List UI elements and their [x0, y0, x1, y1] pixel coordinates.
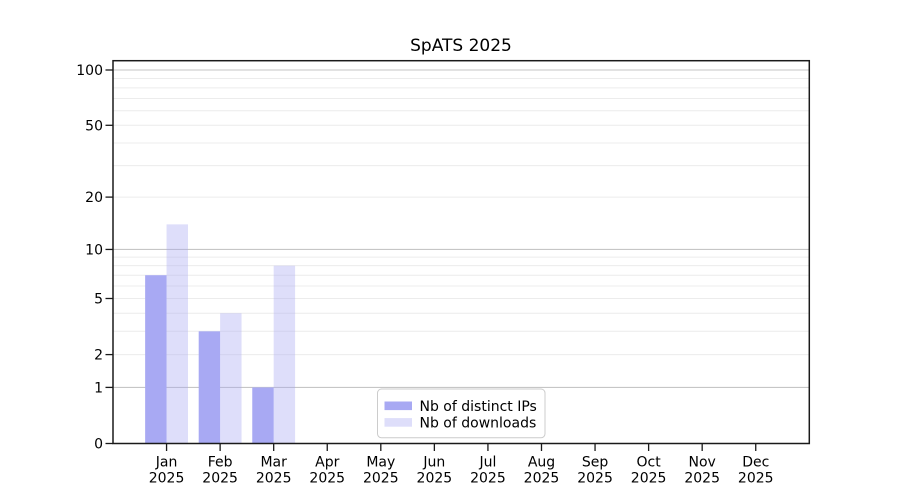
x-tick-label-month: Nov	[689, 455, 716, 471]
x-tick-label-month: Sep	[582, 455, 609, 471]
x-tick-label-year: 2025	[202, 471, 238, 487]
gridlines	[113, 69, 810, 388]
bar-mar-distinct-ips	[252, 387, 274, 444]
legend-box	[377, 388, 546, 439]
x-tick-label-year: 2025	[256, 471, 292, 487]
bar-feb-distinct-ips	[198, 331, 221, 444]
x-tick-label-year: 2025	[309, 471, 345, 487]
legend-swatch-downloads	[384, 418, 412, 427]
y-tick-label: 5	[94, 291, 103, 307]
legend-label-distinct-ips: Nb of distinct IPs	[420, 399, 537, 415]
y-tick-label: 50	[85, 118, 103, 134]
x-tick-label-month: Jun	[422, 455, 445, 471]
x-tick-label-year: 2025	[524, 471, 560, 487]
legend-label-downloads: Nb of downloads	[420, 415, 537, 431]
x-tick-label-month: Jan	[155, 455, 178, 471]
bar-jan-downloads	[166, 224, 188, 444]
bar-mar-downloads	[273, 265, 296, 444]
y-tick-label: 10	[85, 242, 103, 258]
chart-title: SpATS 2025	[410, 36, 512, 56]
x-tick-label-year: 2025	[149, 471, 185, 487]
x-tick-label-year: 2025	[684, 471, 720, 487]
x-tick-label-month: Jul	[478, 455, 496, 471]
x-tick-label-month: May	[366, 455, 395, 471]
x-tick-label-month: Mar	[260, 455, 287, 471]
x-tick-label-month: Oct	[637, 455, 662, 471]
x-tick-label-year: 2025	[470, 471, 506, 487]
axis-ticks-and-labels: 0125102050100Jan2025Feb2025Mar2025Apr202…	[76, 63, 773, 487]
x-tick-label-year: 2025	[417, 471, 453, 487]
bars	[145, 224, 296, 444]
x-tick-label-year: 2025	[577, 471, 613, 487]
legend-swatch-distinct-ips	[384, 401, 412, 411]
x-tick-label-year: 2025	[738, 471, 774, 487]
x-tick-label-year: 2025	[363, 471, 399, 487]
y-tick-label: 1	[94, 380, 103, 396]
bar-feb-downloads	[220, 313, 242, 444]
x-tick-label-month: Aug	[528, 455, 555, 471]
axes-spines	[112, 59, 811, 445]
y-tick-label: 2	[94, 348, 103, 364]
y-tick-label: 100	[76, 63, 103, 79]
y-tick-label: 0	[94, 437, 103, 453]
x-tick-label-month: Dec	[742, 455, 769, 471]
bar-jan-distinct-ips	[145, 275, 167, 444]
x-tick-label-year: 2025	[631, 471, 667, 487]
x-tick-label-month: Feb	[208, 455, 233, 471]
x-tick-label-month: Apr	[315, 455, 339, 471]
y-tick-label: 20	[85, 190, 103, 206]
plot-frame	[112, 59, 811, 445]
